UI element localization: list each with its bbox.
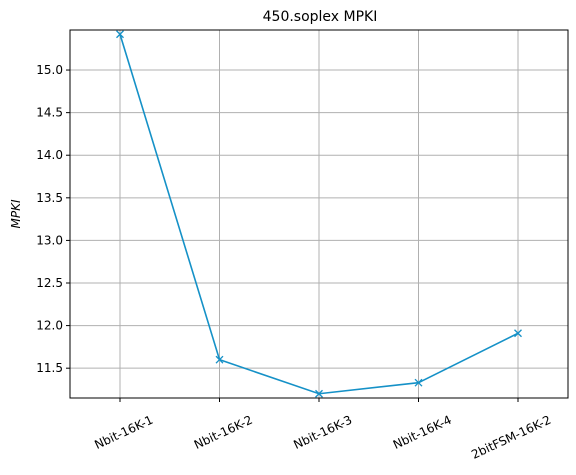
- plot-frame: [69, 29, 569, 399]
- marker-stroke: [116, 30, 124, 39]
- y-tick-label: 12.5: [36, 276, 63, 290]
- y-tick-label: 15.0: [36, 63, 63, 77]
- y-axis-ticks: 11.5 12.0 12.5 13.0 13.5 14.0 14.5 15.0: [36, 63, 70, 375]
- chart-title: 450.soplex MPKI: [263, 9, 378, 25]
- marker-stroke: [315, 389, 323, 398]
- y-tick-label: 12.0: [36, 319, 63, 333]
- y-tick-label: 14.0: [36, 148, 63, 162]
- y-tick-label: 13.0: [36, 233, 63, 247]
- grid-lines: [70, 30, 568, 398]
- data-point-marker: [116, 30, 124, 39]
- y-tick-label: 11.5: [36, 361, 63, 375]
- data-point-marker: [215, 355, 224, 364]
- marker-stroke: [215, 355, 224, 364]
- y-axis-label: MPKI: [9, 199, 23, 228]
- marker-stroke: [414, 378, 423, 387]
- series-group: [116, 30, 522, 398]
- y-tick-label: 13.5: [36, 191, 63, 205]
- data-point-marker: [414, 378, 423, 387]
- y-tick-label: 14.5: [36, 106, 63, 120]
- data-point-marker: [514, 329, 522, 338]
- marker-stroke: [514, 329, 522, 338]
- data-point-marker: [315, 389, 323, 398]
